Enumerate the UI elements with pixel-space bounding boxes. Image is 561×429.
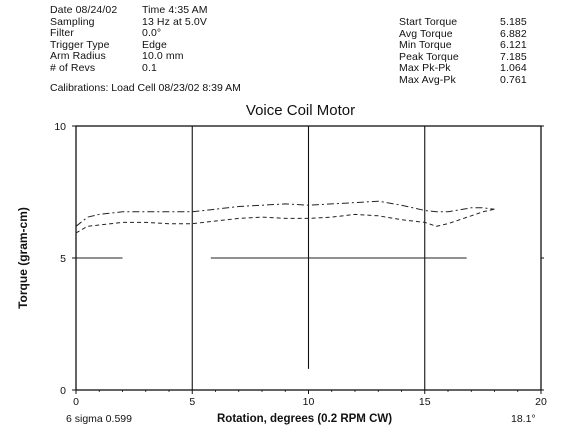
stat-row: Peak Torque 7.185 [399,50,527,64]
y-tick-label: 5 [60,253,66,265]
stat-label: Start Torque [399,16,458,28]
stat-value: 6.121 [500,39,527,52]
stat-label: Max Avg-Pk [399,73,456,86]
calibration-note: Calibrations: Load Cell 08/23/02 8:39 AM [50,82,241,94]
stat-label: Min Torque [399,39,452,52]
torque-series-line [75,208,495,234]
stat-label: Peak Torque [399,50,459,63]
param-label: Trigger Type [50,38,110,51]
stat-value: 6.882 [500,27,527,40]
param-row: # of Revs 0.1 [50,61,208,75]
param-label: Date 08/24/02 [50,4,118,16]
axis-ticks: 0 5 10 15 20 0 5 10 [54,121,547,408]
param-label: Sampling [50,15,95,28]
param-row: Date 08/24/02 Time 4:35 AM [50,4,208,17]
param-label: Arm Radius [50,50,106,63]
stat-row: Min Torque 6.121 [399,39,527,52]
x-tick-label: 20 [535,396,547,408]
stat-row: Start Torque 5.185 [399,16,527,29]
data-series [75,200,495,259]
stat-value: 7.185 [500,50,527,63]
stat-row: Max Avg-Pk 0.761 [399,73,527,87]
param-value: 0.0° [142,27,162,40]
stat-value: 0.761 [500,73,527,86]
param-value: 13 Hz at 5.0V [142,15,207,28]
torque-series-line [75,200,495,227]
param-label: Filter [50,27,74,40]
y-tick-label: 0 [60,385,66,397]
param-row: Filter 0.0° [50,27,208,40]
param-row: Sampling 13 Hz at 5.0V [50,15,208,29]
y-axis-label: Torque (gram-cm) [16,207,30,309]
param-value: 10.0 mm [142,50,184,63]
y-tick-label: 10 [54,121,66,133]
sigma-readout: 6 sigma 0.599 [66,413,132,425]
param-label: # of Revs [50,61,96,74]
x-axis-label: Rotation, degrees (0.2 RPM CW) [217,413,393,425]
x-tick-label: 0 [73,396,79,408]
stat-label: Max Pk-Pk [399,62,451,75]
stat-row: Max Pk-Pk 1.064 [399,63,527,75]
param-value: 0.1 [142,61,157,74]
param-value: Edge [142,38,167,51]
param-row: Arm Radius 10.0 mm [50,51,208,63]
x-tick-label: 5 [189,396,195,408]
stat-value: 5.185 [500,16,527,28]
x-tick-label: 10 [303,396,315,408]
stat-value: 1.064 [500,62,527,75]
x-tick-label: 15 [419,396,431,408]
param-value: Time 4:35 AM [142,4,208,16]
stat-row: Avg Torque 6.882 [399,27,527,41]
param-row: Trigger Type Edge [50,38,208,52]
torque-statistics: Start Torque 5.185 Avg Torque 6.882 Min To… [399,16,527,87]
stat-label: Avg Torque [399,27,453,40]
rotation-angle-readout: 18.1° [511,413,536,425]
chart-title: Voice Coil Motor [245,102,356,119]
test-parameters: Date 08/24/02 Time 4:35 AM Sampling 13 Hz … [50,4,208,75]
